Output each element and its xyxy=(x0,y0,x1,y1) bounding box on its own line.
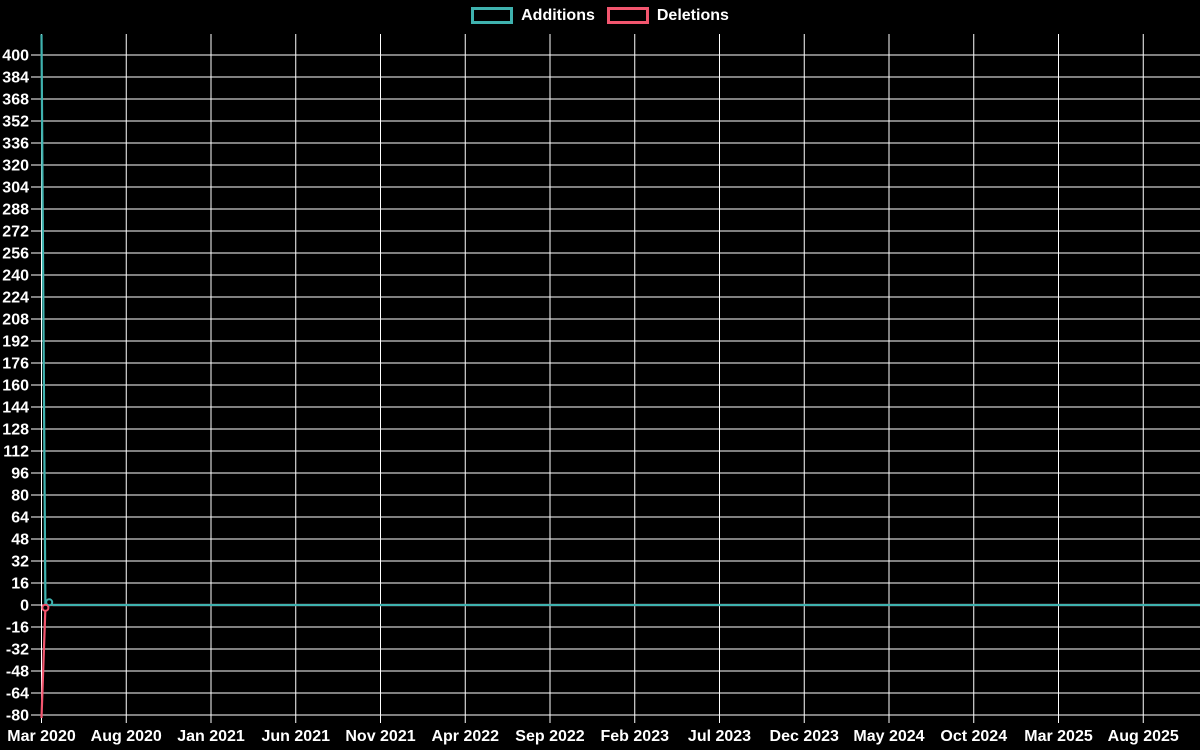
y-tick-label: -16 xyxy=(6,620,29,637)
y-tick-label: 384 xyxy=(2,70,29,87)
y-tick-label: -32 xyxy=(6,642,29,659)
y-tick-label: 144 xyxy=(2,400,29,417)
y-tick-label: 112 xyxy=(3,444,29,461)
y-tick-label: 336 xyxy=(2,136,29,153)
x-tick-label: Dec 2023 xyxy=(770,728,839,745)
y-tick-label: 32 xyxy=(11,554,29,571)
series-line-deletions xyxy=(40,603,1200,719)
x-tick-label: Oct 2024 xyxy=(940,728,1007,745)
x-tick-label: May 2024 xyxy=(853,728,924,745)
x-tick-label: Nov 2021 xyxy=(345,728,415,745)
deletions-legend-swatch xyxy=(606,7,649,24)
y-tick-label: 64 xyxy=(11,510,29,527)
y-tick-label: 48 xyxy=(11,532,29,549)
y-tick-label: 224 xyxy=(2,290,29,307)
y-tick-label: 256 xyxy=(2,246,29,263)
y-tick-label: 176 xyxy=(2,356,29,373)
y-tick-label: 272 xyxy=(2,224,29,241)
series-line-additions xyxy=(40,34,1200,607)
y-tick-label: 0 xyxy=(20,598,29,615)
y-tick-label: 208 xyxy=(2,312,29,329)
chart-legend: Additions Deletions xyxy=(0,7,1200,24)
y-tick-label: 320 xyxy=(2,158,29,175)
deletions-legend-label: Deletions xyxy=(656,7,729,24)
x-tick-label: Mar 2020 xyxy=(7,728,76,745)
x-tick-label: Feb 2023 xyxy=(601,728,670,745)
legend-item-additions[interactable]: Additions xyxy=(471,7,595,24)
x-tick-label: Jul 2023 xyxy=(688,728,751,745)
additions-legend-label: Additions xyxy=(521,7,595,24)
x-tick-label: Mar 2025 xyxy=(1024,728,1093,745)
data-point-marker-deletions[interactable] xyxy=(41,603,50,612)
y-tick-label: 192 xyxy=(2,334,29,351)
y-tick-label: 240 xyxy=(2,268,29,285)
y-tick-label: 96 xyxy=(11,466,29,483)
y-tick-label: 352 xyxy=(2,114,29,131)
x-tick-label: Aug 2025 xyxy=(1108,728,1179,745)
y-tick-label: -80 xyxy=(6,708,29,725)
x-tick-label: Jun 2021 xyxy=(262,728,331,745)
y-tick-label: 304 xyxy=(2,180,29,197)
x-tick-label: Aug 2020 xyxy=(91,728,162,745)
data-point-marker-additions[interactable] xyxy=(45,598,54,607)
x-tick-label: Apr 2022 xyxy=(431,728,499,745)
y-tick-label: 160 xyxy=(2,378,29,395)
y-tick-label: 128 xyxy=(2,422,29,439)
y-tick-label: -64 xyxy=(6,686,29,703)
y-tick-label: 16 xyxy=(11,576,29,593)
x-tick-label: Jan 2021 xyxy=(177,728,245,745)
legend-item-deletions[interactable]: Deletions xyxy=(606,7,729,24)
x-tick-label: Sep 2022 xyxy=(515,728,584,745)
y-tick-label: -48 xyxy=(6,664,29,681)
y-tick-label: 80 xyxy=(11,488,29,505)
y-tick-label: 400 xyxy=(2,48,29,65)
additions-legend-swatch xyxy=(471,7,514,24)
y-tick-label: 288 xyxy=(2,202,29,219)
y-tick-label: 368 xyxy=(2,92,29,109)
